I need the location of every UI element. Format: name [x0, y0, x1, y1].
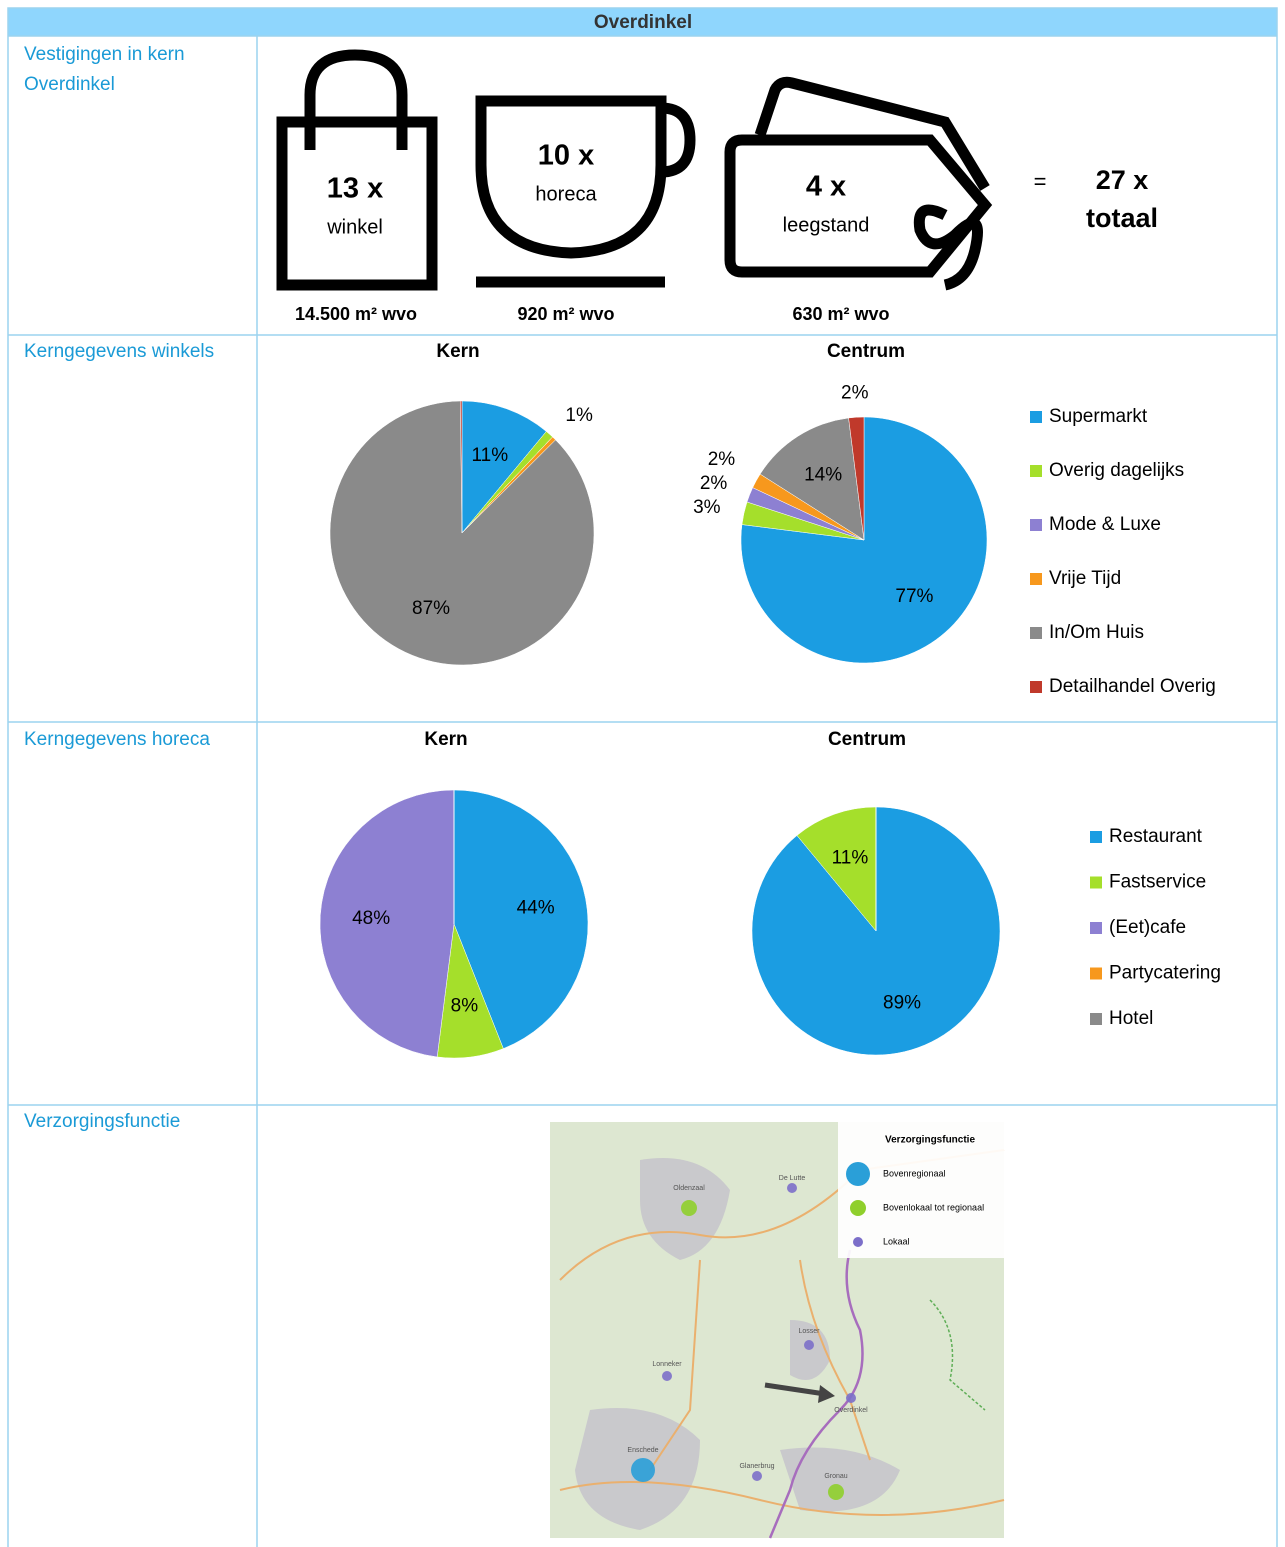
item-area: 920 m² wvo — [517, 304, 614, 324]
chart-title: Centrum — [828, 729, 906, 750]
legend-label: Mode & Luxe — [1049, 514, 1161, 535]
value-label: 2% — [700, 473, 728, 494]
map-dot — [787, 1183, 797, 1193]
map — [550, 1122, 1004, 1538]
legend-swatch — [1090, 922, 1102, 934]
map-legend-label: Lokaal — [883, 1236, 910, 1246]
value-label: 11% — [471, 445, 508, 466]
map-legend-label: Bovenlokaal tot regionaal — [883, 1202, 984, 1212]
value-label: 87% — [412, 598, 450, 619]
value-label: 3% — [693, 497, 721, 518]
legend-label: Supermarkt — [1049, 406, 1148, 427]
map-legend-dot — [853, 1237, 863, 1247]
map-dot — [662, 1371, 672, 1381]
map-dot — [846, 1393, 856, 1403]
value-label: 1% — [565, 405, 593, 426]
total-count: 27 x — [1096, 165, 1149, 195]
map-dot — [752, 1471, 762, 1481]
item-area: 630 m² wvo — [792, 304, 889, 324]
map-dot — [828, 1484, 844, 1500]
legend-label: Hotel — [1109, 1008, 1153, 1029]
map-dot — [804, 1340, 814, 1350]
legend-swatch — [1090, 877, 1102, 889]
map-place: Glanerbrug — [739, 1463, 774, 1470]
legend-label: Partycatering — [1109, 963, 1221, 984]
item-area: 14.500 m² wvo — [295, 304, 417, 324]
item-count: 13 x — [327, 173, 383, 205]
value-label: 44% — [517, 897, 555, 918]
row-label: Vestigingen in kern Overdinkel — [24, 40, 239, 100]
item-label: leegstand — [783, 214, 870, 236]
legend-swatch — [1030, 627, 1042, 639]
legend-swatch — [1030, 573, 1042, 585]
row-label: Kerngegevens winkels — [24, 337, 239, 367]
row-label: Kerngegevens horeca — [24, 725, 239, 755]
legend-label: Restaurant — [1109, 826, 1203, 847]
item-label: horeca — [535, 183, 597, 205]
value-label: 48% — [352, 908, 390, 929]
total-label: totaal — [1086, 203, 1158, 233]
legend-label: Overig dagelijks — [1049, 460, 1184, 481]
header-title: Overdinkel — [594, 12, 692, 33]
icons — [282, 55, 985, 285]
legend-label: Fastservice — [1109, 872, 1206, 893]
legend-label: Detailhandel Overig — [1049, 676, 1216, 697]
map-place: Oldenzaal — [673, 1185, 705, 1192]
value-label: 2% — [708, 449, 736, 470]
page: Overdinkel 13 x winkel 14.500 m² wvo 10 … — [0, 0, 1285, 1547]
map-legend-dot — [850, 1200, 866, 1216]
item-count: 4 x — [806, 171, 846, 203]
value-label: 11% — [832, 848, 869, 869]
document: Overdinkel 13 x winkel 14.500 m² wvo 10 … — [0, 0, 1285, 1547]
map-dot — [681, 1200, 697, 1216]
legend-swatch — [1030, 465, 1042, 477]
legend-swatch — [1090, 1013, 1102, 1025]
item-count: 10 x — [538, 140, 594, 172]
value-label: 8% — [451, 995, 479, 1016]
legend-swatch — [1030, 519, 1042, 531]
value-label: 77% — [895, 586, 933, 607]
map-place: Overdinkel — [834, 1407, 868, 1414]
chart-title: Centrum — [827, 341, 905, 362]
map-place: De Lutte — [779, 1175, 806, 1182]
equals: = — [1034, 169, 1047, 194]
map-legend-dot — [846, 1162, 870, 1186]
legend-swatch — [1090, 831, 1102, 843]
legend-label: In/Om Huis — [1049, 622, 1144, 643]
map-legend-label: Bovenregionaal — [883, 1168, 946, 1178]
map-place: Gronau — [824, 1473, 847, 1480]
value-label: 89% — [883, 992, 921, 1013]
map-dot — [631, 1458, 655, 1482]
value-label: 2% — [841, 382, 869, 403]
legend-label: Vrije Tijd — [1049, 568, 1121, 589]
chart-title: Kern — [436, 341, 479, 362]
legend-swatch — [1030, 411, 1042, 423]
row-label: Verzorgingsfunctie — [24, 1107, 239, 1137]
map-place: Losser — [798, 1328, 820, 1335]
legend-swatch — [1030, 681, 1042, 693]
legend-label: (Eet)cafe — [1109, 917, 1186, 938]
map-place: Lonneker — [652, 1361, 682, 1368]
map-legend-title: Verzorgingsfunctie — [885, 1135, 975, 1146]
value-label: 14% — [804, 465, 842, 486]
legend-swatch — [1090, 968, 1102, 980]
map-place: Enschede — [627, 1447, 658, 1454]
item-label: winkel — [326, 216, 383, 238]
chart-title: Kern — [424, 729, 467, 750]
